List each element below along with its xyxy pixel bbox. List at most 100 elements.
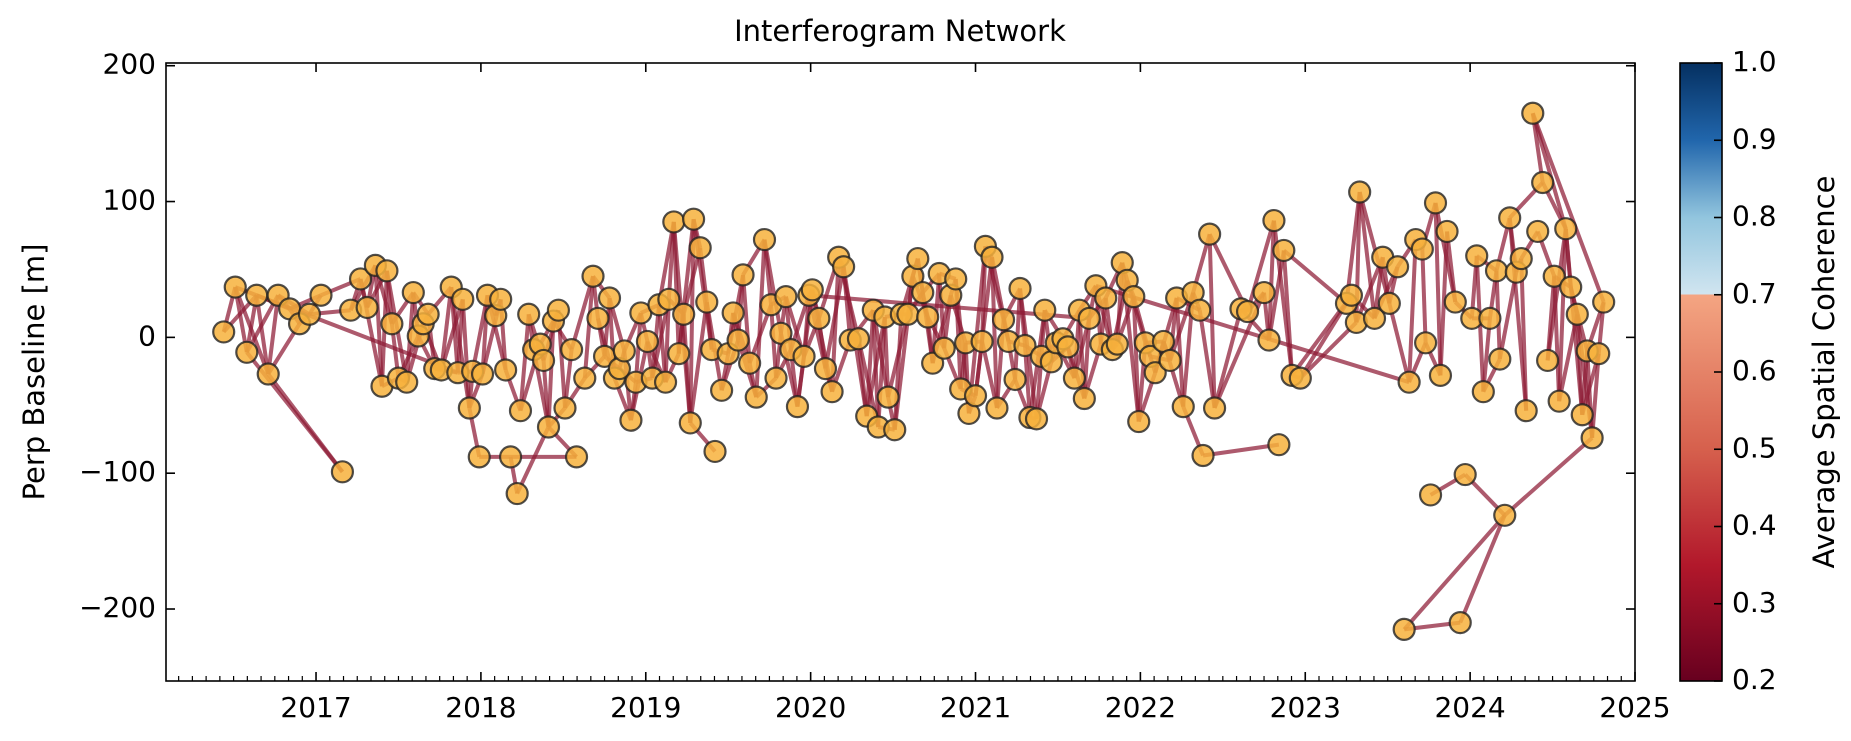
- node: [1559, 275, 1583, 299]
- x-tick-label: 2019: [610, 691, 681, 724]
- nodes: [212, 101, 1616, 641]
- edge: [1519, 258, 1529, 411]
- edge: [266, 295, 281, 375]
- edge: [1245, 219, 1276, 313]
- colorbar-tick-label: 1.0: [1732, 45, 1777, 78]
- node: [564, 445, 589, 469]
- edge: [882, 316, 891, 398]
- edge: [1298, 321, 1358, 380]
- node: [1348, 180, 1372, 204]
- edge: [582, 276, 596, 379]
- node: [619, 408, 643, 432]
- node: [1536, 348, 1560, 373]
- node: [470, 362, 495, 386]
- node: [451, 287, 475, 311]
- edge: [741, 274, 752, 364]
- node: [235, 340, 259, 364]
- node: [820, 380, 844, 404]
- edge: [1497, 271, 1519, 360]
- node: [667, 342, 691, 366]
- node: [416, 302, 440, 326]
- edge: [460, 299, 472, 409]
- node: [1122, 285, 1146, 309]
- edge: [1357, 191, 1377, 319]
- edge: [1197, 309, 1217, 409]
- node: [1056, 335, 1080, 359]
- node: [710, 378, 734, 402]
- node: [212, 320, 236, 344]
- node: [1339, 283, 1364, 307]
- node: [1592, 290, 1616, 314]
- chart-title: Interferogram Network: [734, 14, 1066, 48]
- edge: [1022, 345, 1032, 418]
- edge: [439, 298, 465, 371]
- edge: [254, 294, 271, 375]
- plot-frame: [165, 62, 1636, 682]
- node: [1488, 347, 1512, 371]
- node: [657, 287, 681, 311]
- node: [1191, 443, 1215, 468]
- colorbar-tick-label: 0.7: [1732, 277, 1777, 310]
- node: [1158, 348, 1182, 373]
- node: [494, 358, 518, 382]
- node: [1423, 191, 1448, 215]
- y-tick-label: 200: [103, 48, 156, 81]
- colorbar-tick-label: 0.8: [1732, 200, 1777, 233]
- node: [1198, 222, 1222, 246]
- node: [738, 351, 762, 375]
- x-tick-label: 2022: [1105, 691, 1176, 724]
- node: [695, 290, 719, 314]
- edge: [1174, 297, 1186, 407]
- colorbar-label: Average Spatial Coherence: [1807, 176, 1841, 569]
- node: [597, 286, 622, 310]
- node: [297, 302, 322, 326]
- node: [1105, 332, 1129, 356]
- edge: [688, 301, 709, 424]
- node: [1024, 407, 1049, 431]
- node: [1003, 367, 1027, 392]
- node: [1288, 366, 1312, 390]
- edge: [569, 275, 595, 351]
- y-tick-label: −200: [79, 591, 156, 624]
- node: [1008, 276, 1032, 301]
- node: [1465, 244, 1489, 268]
- node: [662, 210, 686, 234]
- edge: [762, 239, 783, 334]
- node: [653, 370, 678, 394]
- node: [1542, 264, 1566, 288]
- node: [876, 385, 900, 409]
- node: [1272, 238, 1296, 263]
- node: [703, 439, 727, 464]
- edge: [1420, 249, 1428, 343]
- node: [970, 329, 994, 354]
- node: [395, 370, 419, 394]
- edge: [1357, 191, 1392, 304]
- node: [1498, 206, 1522, 230]
- node: [498, 445, 523, 469]
- node: [1072, 386, 1096, 411]
- node: [800, 278, 824, 302]
- edge: [1298, 302, 1349, 380]
- node: [1478, 306, 1502, 330]
- colorbar-tick-label: 0.2: [1732, 663, 1777, 696]
- node: [832, 255, 856, 279]
- edge: [515, 426, 551, 495]
- edge: [1212, 308, 1243, 409]
- edge: [1402, 513, 1507, 631]
- node: [731, 263, 755, 287]
- edge: [1557, 228, 1568, 402]
- edge: [1503, 436, 1594, 517]
- node: [1235, 299, 1260, 324]
- node: [1151, 329, 1176, 354]
- node: [1013, 333, 1037, 358]
- node: [726, 328, 750, 352]
- node: [813, 357, 838, 381]
- node: [635, 329, 660, 354]
- colorbar-tick-label: 0.4: [1732, 509, 1777, 542]
- node: [489, 287, 513, 311]
- x-tick-label: 2017: [280, 691, 351, 724]
- edge: [1282, 248, 1348, 305]
- x-tick-label: 2020: [775, 691, 846, 724]
- node: [1453, 462, 1477, 487]
